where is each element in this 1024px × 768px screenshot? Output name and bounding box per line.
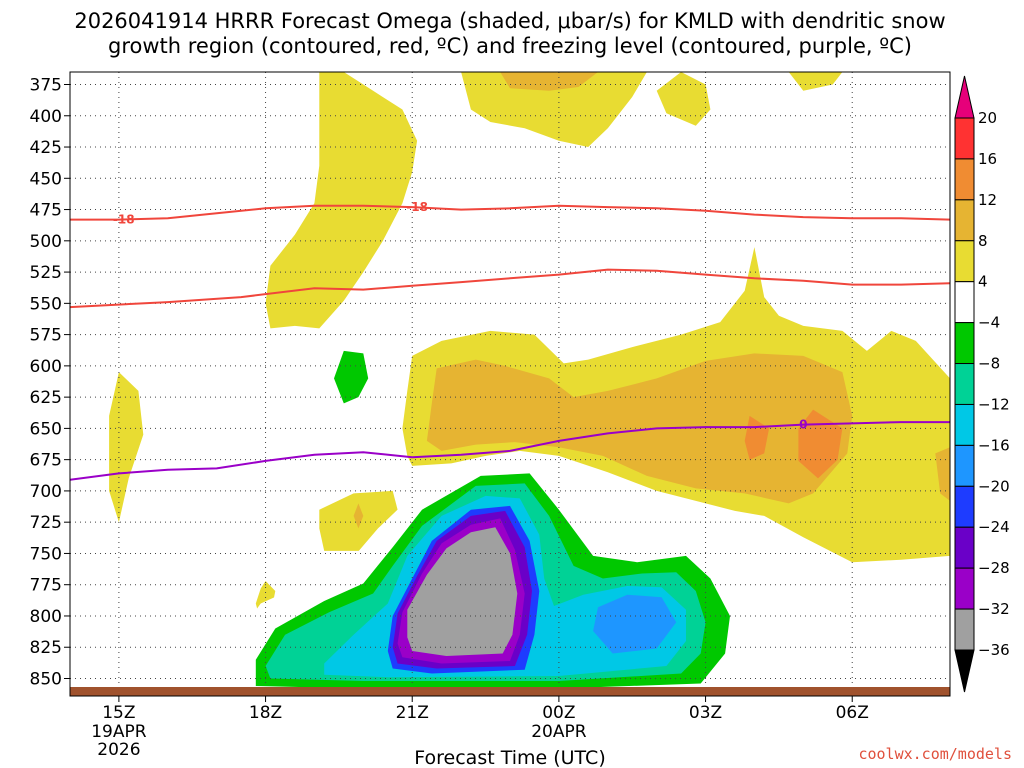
colorbar-tick-label-6: −8 [978,355,1000,373]
x-tick-label-00Z: 00Z [542,703,575,723]
y-axis: 375 400 425 450 475 500 525 550 575 600 625 650 675 7… [30,76,70,689]
omega-region-13 [935,447,950,501]
temperature-contours [70,204,950,481]
y-tick-label-625: 625 [30,388,62,408]
chart-title-line2: growth region (contoured, red, ºC) and f… [108,34,912,58]
contour-labels: -18 -18 0 [113,200,808,432]
colorbar-tick-label-11: −28 [978,559,1010,577]
colorbar-box-7 [954,403,975,446]
y-tick-label-825: 825 [30,638,62,658]
colorbar-box-11 [954,567,975,610]
omega-region-14 [402,205,452,251]
x-tick-date-00Z: 20APR [531,722,587,742]
colorbar-box-6 [954,363,975,405]
omega-region-5 [109,372,144,523]
colorbar-box-4 [954,281,975,324]
plot-frame [69,71,951,697]
y-tick-label-375: 375 [30,76,62,96]
omega-region-0 [265,72,418,329]
y-tick-label-550: 550 [30,294,62,314]
x-tick-label-18Z: 18Z [249,703,282,723]
contour-line-0 [70,204,950,221]
y-tick-label-775: 775 [30,576,62,596]
omega-shading [109,72,950,694]
colorbar-arrow-top [954,75,975,119]
colorbar-tick-label-4: 4 [978,273,988,291]
y-tick-label-750: 750 [30,544,62,564]
y-tick-label-700: 700 [30,482,62,502]
y-tick-label-850: 850 [30,669,62,689]
omega-region-2 [500,72,598,91]
colorbar-tick-label-7: −12 [978,395,1010,413]
x-tick-label-03Z: 03Z [689,703,722,723]
chart-title-line1: 2026041914 HRRR Forecast Omega (shaded, … [74,9,945,33]
omega-region-18 [334,350,369,404]
grid-lines [70,72,950,696]
colorbar-tick-label-9: −20 [978,477,1010,495]
colorbar-box-0 [954,117,975,160]
colorbar-box-5 [954,322,975,365]
colorbar-box-12 [954,608,975,651]
plot-area [70,72,950,696]
colorbar-box-1 [954,158,975,201]
contour-label-1: -18 [406,200,428,214]
x-tick-label-06Z: 06Z [836,703,869,723]
omega-region-3 [656,72,711,126]
y-tick-label-600: 600 [30,357,62,377]
colorbar-tick-label-5: −4 [978,314,1000,332]
y-tick-label-675: 675 [30,451,62,471]
colorbar-box-2 [954,199,975,242]
colorbar-arrow-bottom [954,649,975,693]
x-tick-label-15Z: 15Z [102,703,135,723]
colorbar-box-3 [954,240,975,283]
y-tick-label-425: 425 [30,138,62,158]
omega-region-27 [407,527,518,656]
y-tick-label-800: 800 [30,607,62,627]
colorbar-box-9 [954,485,975,528]
x-tick-label-21Z: 21Z [396,703,429,723]
colorbar-tick-label-8: −16 [978,436,1010,454]
contour-line-2 [70,421,950,481]
colorbar-tick-label-3: 8 [978,232,988,250]
contour-line-1 [70,268,950,309]
x-axis-label: Forecast Time (UTC) [414,747,605,768]
y-tick-label-650: 650 [30,419,62,439]
omega-region-15 [568,228,647,348]
y-tick-label-525: 525 [30,263,62,283]
contour-label-2: 0 [799,418,807,432]
colorbar-tick-label-1: 16 [978,150,997,168]
contour-label-0: -18 [113,213,135,227]
y-tick-label-400: 400 [30,107,62,127]
omega-region-4 [788,72,843,91]
colorbar-box-10 [954,526,975,569]
colorbar-tick-label-12: −32 [978,600,1010,618]
omega-region-8 [353,503,364,529]
y-tick-label-725: 725 [30,513,62,533]
colorbar: 20 16 12 8 4 −4 −8 −12 −16 −20 −24 −28 −32 −36 [954,75,1010,693]
colorbar-tick-label-0: 20 [978,109,997,127]
y-tick-label-450: 450 [30,169,62,189]
y-tick-label-500: 500 [30,232,62,252]
y-tick-label-575: 575 [30,326,62,346]
x-tick-date-15Z: 19APR [91,722,147,742]
colorbar-tick-label-10: −24 [978,518,1010,536]
omega-region-1 [461,72,647,147]
colorbar-box-8 [954,444,975,487]
omega-region-23 [593,594,677,654]
colorbar-tick-label-13: −36 [978,641,1010,659]
x-tick-year-15Z: 2026 [97,740,140,760]
colorbar-tick-label-2: 12 [978,191,997,209]
omega-region-12 [798,409,843,479]
credit-text: coolwx.com/models [858,745,1012,763]
terrain-bar [70,687,950,696]
y-tick-label-475: 475 [30,201,62,221]
omega-region-10 [426,353,853,504]
